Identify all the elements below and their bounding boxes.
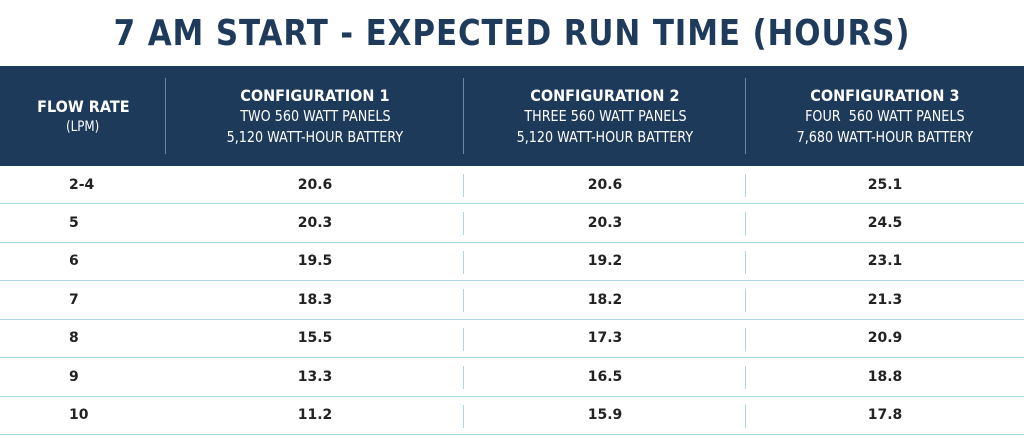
header-flow-rate: FLOW RATE (LPM): [0, 66, 166, 166]
config-2-cell: 15.9: [464, 397, 746, 435]
column-divider: [745, 327, 746, 351]
config-2-cell: 18.2: [464, 281, 746, 319]
config-1-value: 13.3: [297, 368, 333, 385]
config-3-cell: 23.1: [867, 253, 903, 270]
config-2-value: 20.6: [587, 176, 623, 193]
flow-rate-cell: 10: [69, 407, 89, 424]
flow-rate-cell: 5: [69, 214, 79, 231]
config-2-value: 19.2: [587, 253, 623, 270]
table-row: 6 19.5 19.2 23.1: [0, 243, 1024, 281]
flow-rate-cell: 9: [69, 368, 79, 385]
config-battery: 5,120 WATT-HOUR BATTERY: [516, 127, 694, 146]
flow-rate-cell: 6: [69, 253, 79, 270]
config-2-cell: 20.3: [464, 204, 746, 242]
column-divider: [745, 366, 746, 389]
config-3-cell: 25.1: [867, 176, 903, 193]
column-divider: [745, 289, 746, 312]
config-1-value: 11.2: [297, 407, 333, 424]
table-body: 2-4 20.6 20.6 25.1 5 20.3 20.3 24.5 6 19…: [0, 166, 1024, 435]
header-divider: [463, 78, 464, 154]
header-flow-rate-unit: (LPM): [66, 118, 100, 135]
header-configuration-2: CONFIGURATION 2 THREE 560 WATT PANELS 5,…: [464, 66, 746, 166]
flow-rate-cell: 8: [69, 330, 79, 347]
flow-rate-cell: 2-4: [69, 176, 95, 193]
config-1-cell: 20.6: [166, 166, 464, 203]
config-panels: TWO 560 WATT PANELS: [239, 106, 391, 125]
column-divider: [745, 404, 746, 428]
config-2-value: 18.2: [587, 291, 623, 308]
config-name: CONFIGURATION 2: [530, 85, 680, 105]
table-row: 2-4 20.6 20.6 25.1: [0, 166, 1024, 204]
table-row: 7 18.3 18.2 21.3: [0, 281, 1024, 320]
header-divider: [745, 78, 746, 154]
table-header: FLOW RATE (LPM) CONFIGURATION 1 TWO 560 …: [0, 66, 1024, 166]
config-1-value: 20.3: [297, 214, 333, 231]
config-2-cell: 16.5: [464, 358, 746, 396]
config-battery: 5,120 WATT-HOUR BATTERY: [226, 127, 404, 146]
column-divider: [463, 174, 464, 197]
config-panels: FOUR 560 WATT PANELS: [805, 106, 965, 125]
config-panels: THREE 560 WATT PANELS: [523, 106, 687, 125]
table-row: 8 15.5 17.3 20.9: [0, 320, 1024, 358]
table-row: 9 13.3 16.5 18.8: [0, 358, 1024, 397]
config-name: CONFIGURATION 3: [810, 85, 960, 105]
config-2-value: 15.9: [587, 407, 623, 424]
config-3-cell: 17.8: [867, 407, 903, 424]
config-1-cell: 15.5: [166, 320, 464, 358]
config-3-cell: 18.8: [867, 368, 903, 385]
table-title: 7 AM START - EXPECTED RUN TIME (HOURS): [113, 12, 911, 54]
config-name: CONFIGURATION 1: [240, 85, 390, 105]
config-1-value: 20.6: [297, 176, 333, 193]
column-divider: [463, 212, 464, 235]
config-1-cell: 19.5: [166, 243, 464, 281]
header-configuration-1: CONFIGURATION 1 TWO 560 WATT PANELS 5,12…: [166, 66, 464, 166]
config-3-cell: 21.3: [867, 291, 903, 308]
config-3-cell: 24.5: [867, 214, 903, 231]
config-2-value: 16.5: [587, 368, 623, 385]
table-row: 5 20.3 20.3 24.5: [0, 204, 1024, 243]
config-1-value: 18.3: [297, 291, 333, 308]
config-3-cell: 20.9: [867, 330, 903, 347]
header-configuration-3: CONFIGURATION 3 FOUR 560 WATT PANELS 7,6…: [746, 66, 1024, 166]
table-row: 10 11.2 15.9 17.8: [0, 397, 1024, 435]
config-1-cell: 13.3: [166, 358, 464, 396]
config-1-value: 19.5: [297, 253, 333, 270]
config-2-cell: 19.2: [464, 243, 746, 281]
column-divider: [463, 289, 464, 312]
column-divider: [463, 366, 464, 389]
config-2-value: 17.3: [587, 330, 623, 347]
column-divider: [463, 404, 464, 428]
config-battery: 7,680 WATT-HOUR BATTERY: [796, 127, 974, 146]
column-divider: [463, 327, 464, 351]
config-2-value: 20.3: [587, 214, 623, 231]
column-divider: [745, 174, 746, 197]
config-2-cell: 17.3: [464, 320, 746, 358]
header-divider: [165, 78, 166, 154]
config-1-cell: 11.2: [166, 397, 464, 435]
config-1-cell: 20.3: [166, 204, 464, 242]
config-2-cell: 20.6: [464, 166, 746, 203]
column-divider: [745, 212, 746, 235]
config-1-cell: 18.3: [166, 281, 464, 319]
header-flow-rate-label: FLOW RATE: [36, 96, 130, 116]
config-1-value: 15.5: [297, 330, 333, 347]
flow-rate-cell: 7: [69, 291, 79, 308]
column-divider: [463, 250, 464, 274]
column-divider: [745, 250, 746, 274]
